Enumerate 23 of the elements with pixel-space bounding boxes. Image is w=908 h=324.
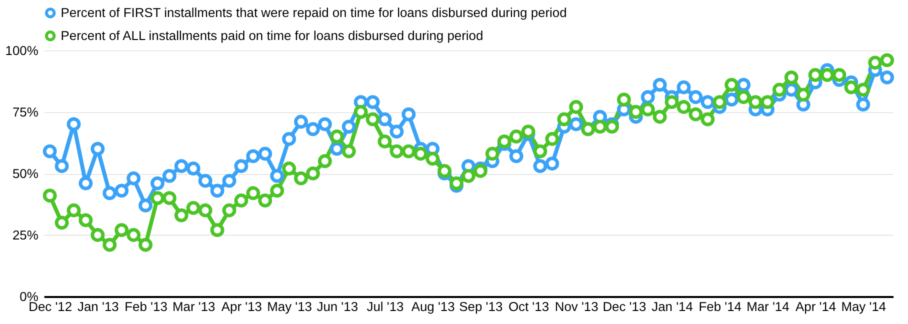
- x-tick-label: Apr '13: [221, 298, 262, 314]
- x-tick-label: Feb '13: [124, 298, 168, 314]
- x-tick-label: Jan '13: [78, 298, 119, 314]
- x-tick-label: May '14: [841, 298, 886, 314]
- x-tick-label: Nov '13: [554, 298, 598, 314]
- y-tick-label: 75%: [12, 104, 39, 120]
- y-tick-label: 50%: [12, 166, 39, 181]
- x-tick-label: Jul '13: [366, 298, 404, 314]
- x-tick-label: Sep '13: [459, 298, 503, 314]
- x-tick-label: Mar '14: [746, 298, 790, 314]
- legend-label: Percent of FIRST installments that were repaid on time for loans disbursed during period: [60, 4, 567, 20]
- y-tick-label: 100%: [5, 42, 39, 58]
- x-tick-label: Dec '13: [602, 298, 646, 314]
- x-tick-label: Apr '14: [796, 298, 836, 314]
- x-tick-label: Oct '13: [508, 298, 550, 314]
- x-tick-label: Mar '13: [172, 298, 216, 314]
- x-tick-label: May '13: [267, 298, 312, 314]
- x-tick-label: Feb '14: [698, 298, 742, 314]
- legend-label: Percent of ALL installments paid on time for loans disbursed during period: [60, 28, 484, 43]
- x-tick-label: Jan '14: [652, 298, 693, 314]
- y-tick-label: 25%: [12, 227, 39, 242]
- x-tick-label: Aug '13: [411, 298, 455, 314]
- x-tick-label: Jun '13: [316, 298, 358, 314]
